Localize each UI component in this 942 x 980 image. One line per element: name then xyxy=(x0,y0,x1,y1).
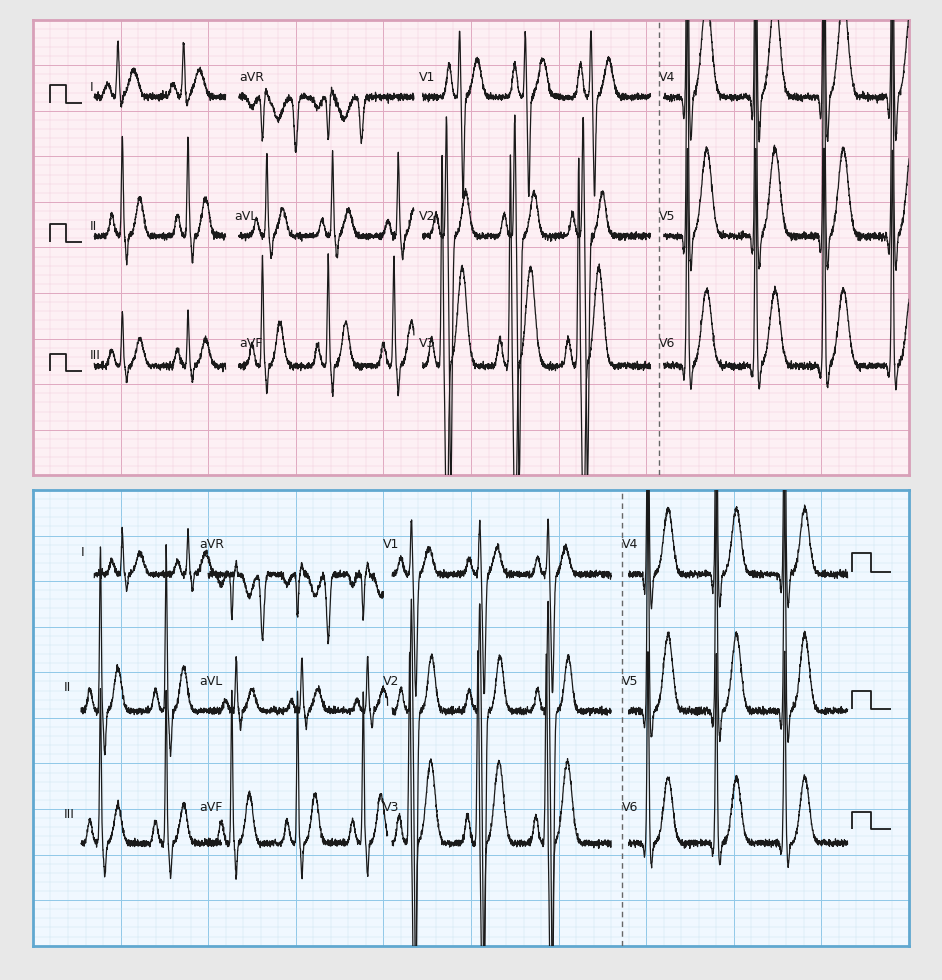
Text: V3: V3 xyxy=(418,337,435,350)
Text: aVL: aVL xyxy=(200,675,222,688)
Text: V1: V1 xyxy=(383,538,399,551)
Text: aVF: aVF xyxy=(239,337,262,350)
Text: V2: V2 xyxy=(383,675,399,688)
Text: V3: V3 xyxy=(383,801,399,814)
Text: V1: V1 xyxy=(418,72,435,84)
Text: II: II xyxy=(89,220,97,232)
Text: V6: V6 xyxy=(659,337,675,350)
Text: III: III xyxy=(89,350,101,363)
Text: aVR: aVR xyxy=(200,538,224,551)
Text: III: III xyxy=(64,808,74,821)
Text: V2: V2 xyxy=(418,211,435,223)
Text: V6: V6 xyxy=(622,801,638,814)
Text: aVL: aVL xyxy=(235,211,258,223)
Text: II: II xyxy=(64,681,71,694)
Text: I: I xyxy=(81,546,85,559)
Text: V4: V4 xyxy=(622,538,638,551)
Text: aVF: aVF xyxy=(200,801,223,814)
Text: I: I xyxy=(89,80,93,93)
Text: V5: V5 xyxy=(659,211,675,223)
Text: V5: V5 xyxy=(622,675,638,688)
Text: aVR: aVR xyxy=(239,72,264,84)
Text: V4: V4 xyxy=(659,72,675,84)
